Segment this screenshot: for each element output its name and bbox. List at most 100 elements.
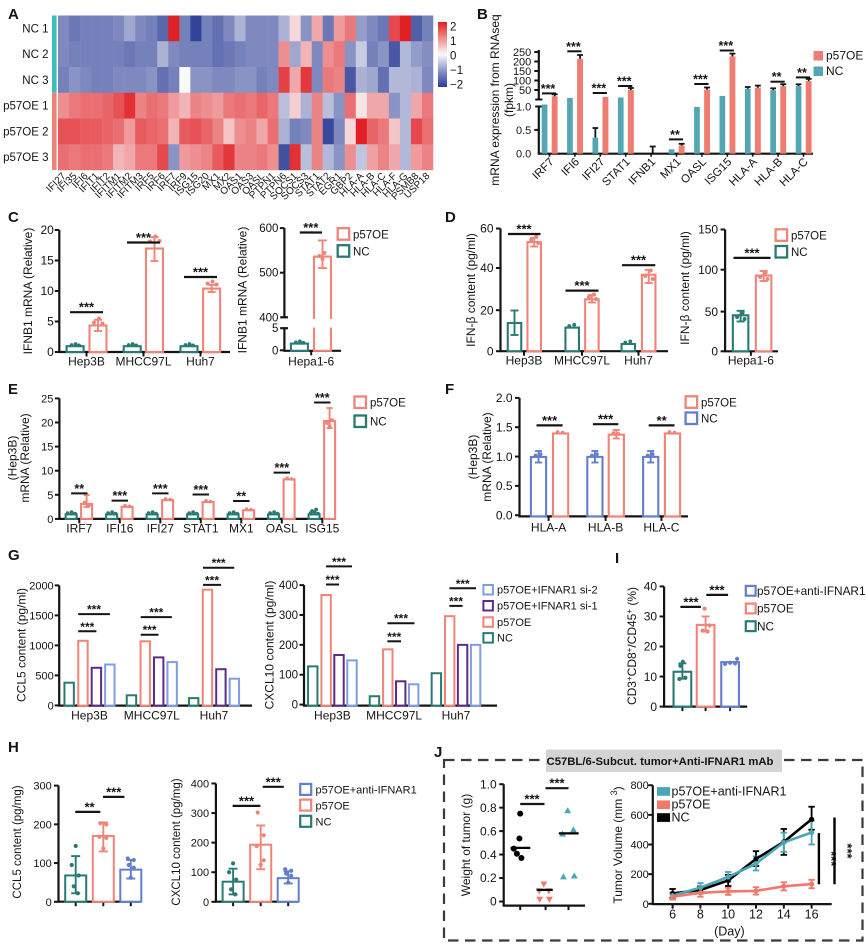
- svg-text:100: 100: [191, 867, 209, 879]
- svg-text:100: 100: [33, 858, 51, 870]
- svg-text:(Hep3B): (Hep3B): [466, 435, 480, 480]
- svg-text:***: ***: [617, 75, 632, 89]
- svg-text:NC: NC: [316, 817, 332, 829]
- svg-text:0: 0: [643, 899, 649, 911]
- svg-text:E: E: [8, 381, 18, 398]
- svg-text:1: 1: [450, 36, 456, 48]
- svg-text:0.2: 0.2: [480, 871, 497, 885]
- svg-text:−2: −2: [450, 80, 463, 92]
- svg-text:***: ***: [566, 40, 581, 54]
- svg-text:***: ***: [239, 793, 255, 808]
- svg-text:NC: NC: [353, 246, 370, 258]
- svg-text:1.0: 1.0: [480, 777, 497, 791]
- svg-text:0.6: 0.6: [480, 824, 497, 838]
- svg-text:***: ***: [303, 220, 319, 235]
- svg-text:F: F: [445, 381, 454, 398]
- svg-text:HLA-A: HLA-A: [531, 521, 566, 535]
- svg-text:NC 1: NC 1: [22, 23, 48, 35]
- svg-text:1000: 1000: [29, 640, 53, 652]
- svg-text:Hep3B: Hep3B: [314, 709, 351, 723]
- svg-text:***: ***: [79, 300, 95, 315]
- svg-text:***: ***: [149, 606, 163, 620]
- svg-text:CD3+CD8+/CD45+ (%): CD3+CD8+/CD45+ (%): [625, 587, 640, 705]
- svg-text:p57OE: p57OE: [791, 230, 827, 242]
- svg-text:600: 600: [630, 810, 648, 822]
- svg-text:p57OE: p57OE: [316, 800, 350, 812]
- svg-text:0: 0: [48, 700, 54, 712]
- svg-text:0: 0: [450, 51, 456, 63]
- svg-text:I: I: [615, 550, 619, 567]
- svg-text:p57OE+anti-IFNAR1: p57OE+anti-IFNAR1: [757, 584, 866, 598]
- svg-text:p57OE: p57OE: [672, 798, 711, 812]
- svg-text:20: 20: [480, 303, 494, 317]
- svg-text:***: ***: [456, 577, 470, 591]
- svg-text:0: 0: [292, 700, 298, 712]
- svg-text:1.5: 1.5: [496, 420, 513, 434]
- svg-text:NC: NC: [791, 247, 808, 259]
- svg-text:Hep3B: Hep3B: [71, 709, 108, 723]
- svg-text:p57OE: p57OE: [353, 229, 389, 241]
- svg-text:16: 16: [805, 908, 819, 922]
- svg-text:250: 250: [513, 47, 531, 59]
- svg-text:Huh7: Huh7: [442, 709, 471, 723]
- svg-text:***: ***: [744, 245, 760, 260]
- svg-text:***: ***: [332, 555, 346, 569]
- svg-text:0.4: 0.4: [480, 848, 497, 862]
- svg-text:1.0: 1.0: [496, 450, 513, 464]
- svg-text:200: 200: [630, 869, 648, 881]
- svg-text:14: 14: [777, 908, 791, 922]
- svg-text:**: **: [84, 799, 95, 814]
- svg-text:***: ***: [693, 73, 708, 87]
- svg-text:5: 5: [272, 323, 278, 335]
- svg-text:**: **: [74, 482, 84, 496]
- svg-text:CXCL10 content (pg/mg): CXCL10 content (pg/mg): [171, 778, 183, 905]
- svg-text:500: 500: [259, 268, 278, 280]
- svg-text:IFI16: IFI16: [106, 522, 134, 536]
- svg-text:***: ***: [87, 603, 101, 617]
- svg-text:300: 300: [191, 808, 209, 820]
- svg-text:2: 2: [450, 22, 456, 34]
- svg-text:p57OE+IFNAR1 si-2: p57OE+IFNAR1 si-2: [497, 585, 598, 597]
- svg-text:MHCC97L: MHCC97L: [124, 709, 180, 723]
- svg-text:12: 12: [749, 908, 763, 922]
- svg-text:***: ***: [106, 784, 122, 799]
- svg-text:STAT1: STAT1: [600, 156, 633, 189]
- svg-text:IFI27: IFI27: [147, 522, 175, 536]
- svg-text:Tumor Volume (mm 3): Tumor Volume (mm 3): [609, 786, 625, 903]
- svg-text:IFN-β content (pg/ml): IFN-β content (pg/ml): [678, 231, 692, 345]
- svg-text:***: ***: [631, 253, 647, 268]
- svg-text:30: 30: [644, 610, 658, 624]
- svg-text:**: **: [772, 70, 782, 84]
- svg-text:NC: NC: [701, 414, 718, 426]
- svg-text:100: 100: [698, 263, 718, 277]
- svg-text:IFNB1 mRNA (Relative): IFNB1 mRNA (Relative): [236, 227, 250, 354]
- svg-text:ISG15: ISG15: [305, 522, 339, 536]
- svg-text:0: 0: [490, 895, 497, 909]
- svg-text:400: 400: [279, 580, 298, 592]
- svg-text:MHCC97L: MHCC97L: [554, 354, 610, 368]
- svg-text:50: 50: [519, 85, 531, 97]
- svg-text:HLA-C: HLA-C: [778, 156, 811, 189]
- svg-text:***: ***: [113, 489, 128, 503]
- svg-text:10: 10: [40, 284, 54, 298]
- svg-text:***: ***: [394, 612, 408, 626]
- svg-text:20: 20: [644, 640, 658, 654]
- svg-text:NC: NC: [672, 810, 690, 824]
- svg-text:CCL5 content (pg/mg): CCL5 content (pg/mg): [12, 785, 24, 898]
- svg-text:0: 0: [711, 345, 718, 359]
- svg-text:20: 20: [41, 418, 53, 430]
- svg-text:***: ***: [824, 851, 839, 867]
- svg-text:p57OE 1: p57OE 1: [3, 101, 48, 113]
- svg-text:15: 15: [40, 254, 54, 268]
- svg-text:**: **: [657, 413, 668, 428]
- svg-text:***: ***: [592, 82, 607, 96]
- svg-text:−1: −1: [450, 65, 463, 77]
- svg-text:400: 400: [630, 840, 648, 852]
- svg-text:A: A: [8, 6, 19, 23]
- svg-text:0.0: 0.0: [516, 149, 531, 161]
- svg-text:MX1: MX1: [229, 522, 254, 536]
- svg-text:MHCC97L: MHCC97L: [115, 355, 171, 369]
- svg-text:IRF7: IRF7: [531, 156, 557, 182]
- svg-text:300: 300: [279, 610, 298, 622]
- svg-text:2000: 2000: [29, 580, 53, 592]
